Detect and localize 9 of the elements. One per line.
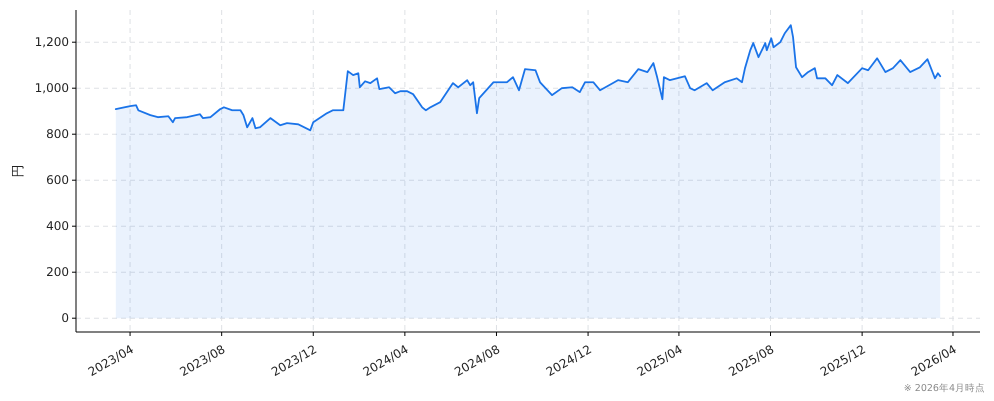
y-tick-label: 200 bbox=[46, 265, 69, 280]
y-tick-label: 800 bbox=[46, 127, 69, 142]
y-tick-label: 1,200 bbox=[34, 35, 69, 50]
y-tick-label: 600 bbox=[46, 173, 69, 188]
y-tick-label: 1,000 bbox=[34, 81, 69, 96]
y-tick-label: 0 bbox=[61, 311, 69, 326]
y-tick-label: 400 bbox=[46, 219, 69, 234]
text: ※ 2026年4月時点 bbox=[904, 382, 985, 394]
y-axis-title: 円 bbox=[11, 164, 26, 178]
